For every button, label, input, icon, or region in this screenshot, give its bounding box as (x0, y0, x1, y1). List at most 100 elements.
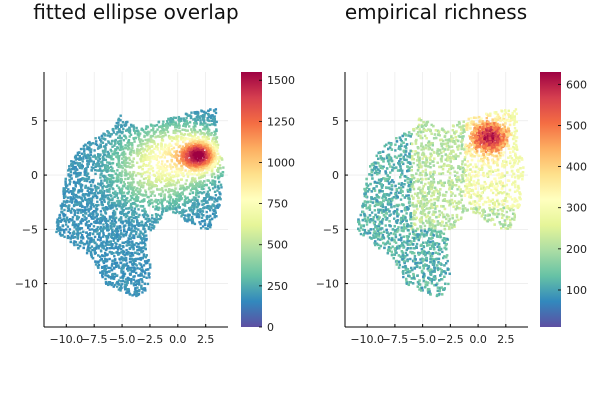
data-point (211, 167, 214, 171)
data-point (68, 165, 71, 168)
data-point (142, 158, 145, 161)
data-point (173, 200, 176, 203)
data-point (147, 175, 151, 178)
data-point (153, 124, 157, 127)
data-point (132, 193, 135, 197)
data-point (126, 196, 129, 200)
data-point (207, 141, 210, 144)
data-point (89, 205, 92, 209)
data-point (182, 159, 186, 163)
data-point (132, 229, 135, 233)
data-point (166, 160, 169, 163)
data-point (149, 165, 153, 168)
data-point (126, 211, 130, 215)
data-point (150, 185, 154, 188)
data-point (159, 214, 162, 218)
data-point (64, 220, 68, 223)
data-point (196, 182, 200, 186)
data-point (214, 159, 217, 163)
data-point (144, 193, 148, 197)
data-point (108, 178, 111, 181)
data-point (213, 190, 217, 193)
data-point (82, 230, 85, 234)
data-point (220, 157, 223, 160)
data-point (125, 291, 128, 294)
data-point (101, 274, 104, 277)
data-point (85, 251, 89, 255)
data-point (78, 155, 82, 158)
data-point (149, 137, 153, 141)
data-point (210, 173, 214, 176)
data-point (222, 166, 225, 169)
data-point (129, 150, 132, 153)
data-point (173, 155, 176, 158)
data-point (140, 155, 143, 158)
data-point (218, 175, 221, 179)
data-point (108, 201, 111, 204)
data-point (102, 226, 105, 229)
data-point (122, 150, 126, 154)
data-point (213, 215, 216, 219)
data-point (201, 137, 205, 141)
data-point (179, 187, 183, 190)
data-point (139, 278, 142, 281)
data-point (136, 154, 139, 157)
data-point (189, 148, 193, 151)
data-point (138, 132, 142, 135)
data-point (128, 171, 132, 174)
data-point (95, 140, 98, 143)
data-point (96, 232, 99, 236)
data-point (60, 207, 63, 210)
data-point (124, 162, 127, 165)
data-point (105, 235, 108, 238)
data-point (141, 205, 145, 208)
data-point (123, 134, 126, 138)
data-point (177, 154, 180, 157)
data-point (153, 219, 157, 223)
data-point (112, 247, 116, 250)
data-point (152, 157, 155, 161)
data-point (75, 172, 78, 175)
data-point (87, 141, 90, 145)
data-point (132, 149, 135, 153)
data-point (193, 154, 197, 157)
data-point (141, 172, 144, 175)
data-point (113, 217, 116, 221)
data-point (70, 218, 74, 222)
data-point (169, 196, 173, 199)
data-point (207, 186, 211, 189)
data-point (67, 208, 71, 211)
data-point (216, 189, 219, 192)
data-point (165, 183, 168, 186)
data-point (186, 129, 189, 132)
data-point (78, 162, 81, 165)
data-point (143, 237, 147, 240)
data-point (215, 204, 218, 208)
data-point (146, 141, 149, 145)
data-point (183, 128, 187, 132)
data-point (199, 159, 202, 163)
data-point (112, 285, 115, 288)
data-point (192, 196, 196, 199)
data-point (63, 235, 66, 239)
data-point (111, 201, 114, 205)
data-point (76, 243, 79, 247)
data-point (62, 212, 65, 216)
data-point (120, 267, 123, 271)
data-point (133, 234, 136, 238)
data-point (62, 204, 65, 207)
data-point (82, 177, 86, 181)
data-point (212, 137, 215, 140)
data-point (138, 274, 141, 277)
data-point (200, 186, 204, 189)
data-point (121, 195, 124, 198)
data-point (114, 172, 117, 175)
data-point (90, 169, 93, 172)
data-point (101, 265, 104, 269)
data-point (177, 181, 181, 184)
data-point (92, 240, 96, 243)
data-point (89, 153, 93, 157)
data-point (201, 203, 204, 206)
data-point (121, 222, 124, 225)
data-point (143, 148, 147, 151)
